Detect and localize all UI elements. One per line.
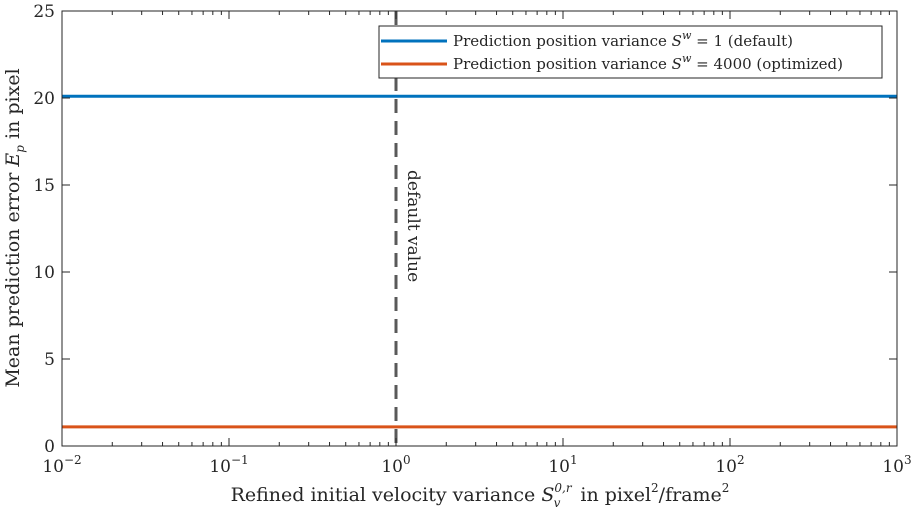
x-axis-label: Refined initial velocity variance S0,r v … (231, 481, 730, 510)
x-tick-label: 10−1 (209, 453, 248, 477)
y-tick-label: 0 (44, 437, 55, 457)
y-tick-label: 20 (33, 89, 55, 109)
x-tick-label: 103 (882, 453, 911, 477)
y-tick-label: 25 (33, 2, 55, 22)
x-tick-label-base: 10 (882, 457, 904, 477)
x-tick-label-exponent: 1 (570, 453, 578, 467)
x-tick-label: 100 (381, 453, 410, 477)
axes-box (61, 10, 898, 447)
y-tick-label: 10 (33, 263, 55, 283)
x-tick-label-base: 10 (42, 457, 64, 477)
axes (61, 10, 898, 447)
x-tick-label-exponent: 0 (403, 453, 411, 467)
x-tick-label-exponent: −2 (64, 453, 82, 467)
legend-entry-label: Prediction position variance Sw = 1 (def… (453, 29, 793, 50)
x-tick-label-base: 10 (715, 457, 737, 477)
default-value-label: default value (403, 170, 423, 282)
x-tick-label: 10−2 (42, 453, 81, 477)
y-tick-label: 15 (33, 176, 55, 196)
legend-box (378, 25, 883, 79)
x-tick-label-base: 10 (548, 457, 570, 477)
x-tick-label: 101 (548, 453, 577, 477)
legend-entry-label: Prediction position variance Sw = 4000 (… (453, 52, 843, 73)
legend: Prediction position variance Sw = 1 (def… (378, 25, 883, 79)
y-tick-label: 5 (44, 350, 55, 370)
plot-area (62, 11, 897, 446)
x-tick-label-base: 10 (209, 457, 231, 477)
default-value-marker: default value (394, 11, 423, 446)
x-tick-label-exponent: −1 (231, 453, 249, 467)
x-tick-label-exponent: 3 (904, 453, 912, 467)
series-lines (62, 94, 897, 429)
x-tick-label: 102 (715, 453, 744, 477)
x-tick-label-base: 10 (381, 457, 403, 477)
axis-labels: Refined initial velocity variance S0,r v … (2, 68, 729, 510)
y-axis-label: Mean prediction error Ep in pixel (2, 68, 27, 387)
x-tick-label-exponent: 2 (737, 453, 745, 467)
